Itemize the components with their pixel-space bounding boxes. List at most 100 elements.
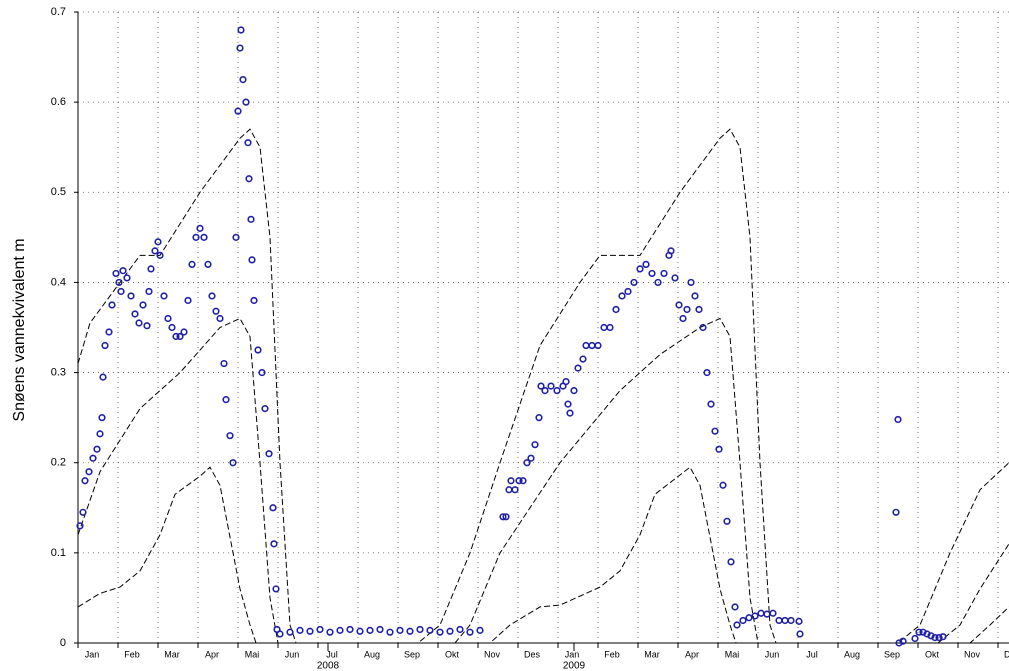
data-point — [366, 626, 374, 634]
data-point — [306, 627, 314, 635]
data-point — [229, 459, 237, 467]
envelope-line — [77, 466, 1009, 644]
x-tick-label: Apr — [685, 649, 699, 659]
data-point — [606, 323, 614, 332]
data-point — [612, 305, 620, 314]
data-point — [733, 621, 741, 629]
data-point — [763, 610, 771, 618]
data-point — [648, 269, 656, 278]
data-point — [168, 323, 176, 332]
data-point — [176, 332, 184, 341]
x-tick-label: Feb — [124, 649, 140, 659]
data-point — [248, 256, 256, 264]
data-point — [196, 224, 204, 232]
data-point — [99, 373, 107, 381]
data-point — [436, 628, 444, 636]
data-point — [265, 450, 273, 458]
data-point — [276, 630, 284, 638]
data-point — [244, 139, 252, 147]
data-point — [547, 382, 555, 390]
data-point — [564, 400, 572, 408]
data-point — [894, 415, 902, 424]
data-point — [222, 396, 230, 404]
y-tick-label: 0.7 — [51, 6, 66, 18]
data-point — [687, 278, 695, 287]
data-point — [715, 445, 723, 453]
data-point — [426, 626, 434, 634]
data-point — [795, 617, 803, 625]
y-tick-label: 0.3 — [51, 366, 66, 378]
data-point — [476, 626, 484, 634]
data-point — [892, 508, 900, 516]
data-point — [192, 233, 200, 241]
data-point — [119, 267, 127, 275]
data-point — [108, 301, 116, 309]
data-point — [679, 314, 687, 323]
data-point — [247, 215, 255, 223]
data-point — [316, 625, 324, 634]
data-point — [911, 634, 919, 643]
data-point — [200, 233, 208, 241]
data-point — [899, 637, 907, 645]
data-point — [93, 445, 101, 453]
x-tick-label: Aug — [364, 649, 380, 659]
x-tick-label: Apr — [205, 649, 219, 659]
data-point — [660, 269, 668, 278]
data-point — [600, 323, 608, 332]
y-axis-label: Snøens vannekvivalent m — [11, 238, 28, 421]
data-point — [269, 504, 277, 512]
data-point — [915, 628, 923, 636]
data-point — [234, 107, 242, 115]
data-point — [143, 322, 151, 330]
data-point — [507, 477, 515, 485]
data-point — [117, 287, 125, 296]
data-point — [723, 517, 731, 525]
x-tick-label: Mai — [245, 649, 260, 659]
data-point — [326, 628, 334, 636]
data-point — [739, 616, 747, 625]
data-point — [164, 314, 172, 323]
y-tick-label: 0.1 — [51, 547, 66, 559]
data-point — [236, 44, 244, 52]
data-point — [154, 238, 162, 246]
data-point — [675, 301, 683, 309]
envelope-line — [77, 317, 1009, 644]
data-point — [719, 481, 727, 489]
data-point — [112, 269, 120, 278]
data-point — [151, 247, 159, 255]
data-point — [505, 486, 513, 494]
data-point — [160, 292, 168, 300]
data-point — [456, 625, 464, 634]
data-point — [519, 477, 527, 485]
data-point — [515, 477, 523, 485]
data-point — [566, 409, 574, 417]
envelope-line — [77, 128, 1009, 644]
data-point — [582, 341, 590, 350]
x-tick-label: Feb — [604, 649, 620, 659]
data-point — [212, 307, 220, 315]
data-point — [89, 454, 97, 462]
data-point — [636, 265, 644, 273]
data-point — [731, 603, 739, 611]
x-tick-label: Jan — [85, 649, 100, 659]
data-point — [775, 616, 783, 625]
data-point — [699, 323, 707, 332]
data-point — [226, 432, 234, 440]
data-point — [703, 368, 711, 377]
data-point — [796, 630, 804, 638]
y-tick-label: 0.5 — [51, 186, 66, 198]
data-point — [727, 558, 735, 566]
data-point — [769, 609, 777, 617]
data-point — [416, 625, 424, 634]
x-tick-label: Nov — [484, 649, 501, 659]
data-point — [356, 627, 364, 635]
x-tick-label: Jul — [326, 649, 338, 659]
data-point — [574, 364, 582, 372]
data-point — [204, 260, 212, 269]
data-point — [145, 287, 153, 296]
data-point — [588, 341, 596, 350]
data-point — [250, 296, 258, 305]
data-point — [208, 292, 216, 300]
data-point — [683, 305, 691, 314]
